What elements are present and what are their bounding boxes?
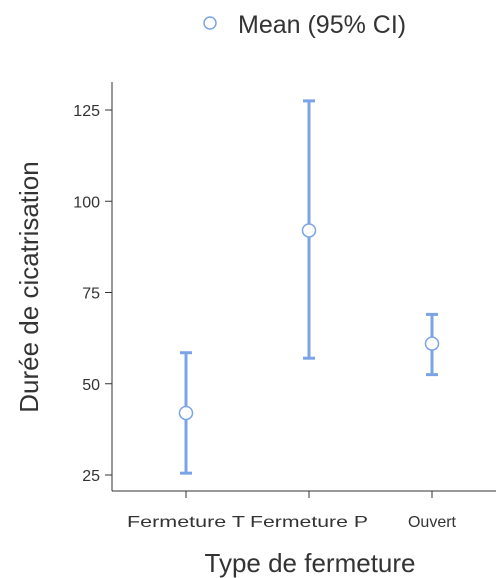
mean-marker	[424, 336, 440, 351]
legend: Mean (95% CI)	[203, 11, 406, 39]
x-tick-label: Fermeture P	[250, 514, 368, 531]
x-ticks: Fermeture T Fermeture P Ouvert	[127, 491, 457, 531]
x-tick-label: Ouvert	[408, 514, 457, 531]
series-mean-ci	[178, 99, 440, 475]
y-tick-label: 50	[82, 377, 100, 394]
y-tick-label: 25	[82, 468, 100, 485]
legend-label: Mean (95% CI)	[238, 11, 406, 39]
legend-marker-icon	[203, 16, 217, 30]
x-axis-title: Type de fermeture	[205, 548, 416, 578]
y-tick-label: 75	[82, 286, 100, 303]
y-axis-title: Durée de cicatrisation	[14, 161, 44, 412]
y-tick-label: 100	[73, 194, 100, 211]
y-tick-label: 125	[73, 103, 100, 120]
x-tick-label: Fermeture T	[127, 514, 245, 531]
mean-marker	[301, 223, 317, 238]
mean-marker	[178, 405, 194, 421]
y-ticks: 25 50 75 100 125	[73, 103, 112, 485]
